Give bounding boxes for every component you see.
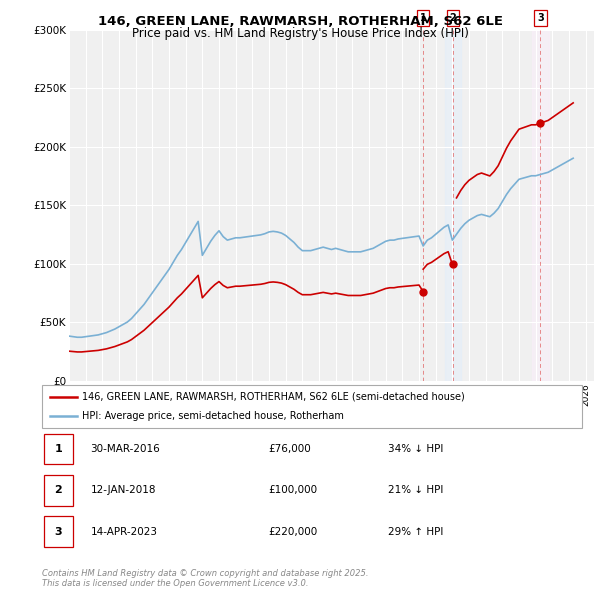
FancyBboxPatch shape xyxy=(44,516,73,547)
Text: 3: 3 xyxy=(55,527,62,536)
Text: 146, GREEN LANE, RAWMARSH, ROTHERHAM, S62 6LE: 146, GREEN LANE, RAWMARSH, ROTHERHAM, S6… xyxy=(97,15,503,28)
Bar xyxy=(423,30,424,381)
Text: 2: 2 xyxy=(55,486,62,495)
Text: Contains HM Land Registry data © Crown copyright and database right 2025.
This d: Contains HM Land Registry data © Crown c… xyxy=(42,569,368,588)
FancyBboxPatch shape xyxy=(42,385,582,428)
Text: Price paid vs. HM Land Registry's House Price Index (HPI): Price paid vs. HM Land Registry's House … xyxy=(131,27,469,40)
Text: £100,000: £100,000 xyxy=(269,486,318,495)
Text: 30-MAR-2016: 30-MAR-2016 xyxy=(91,444,160,454)
Text: £76,000: £76,000 xyxy=(269,444,311,454)
Text: 146, GREEN LANE, RAWMARSH, ROTHERHAM, S62 6LE (semi-detached house): 146, GREEN LANE, RAWMARSH, ROTHERHAM, S6… xyxy=(83,392,465,402)
Text: £220,000: £220,000 xyxy=(269,527,318,536)
Text: 21% ↓ HPI: 21% ↓ HPI xyxy=(388,486,443,495)
Text: 3: 3 xyxy=(537,13,544,23)
FancyBboxPatch shape xyxy=(44,434,73,464)
Bar xyxy=(445,30,461,381)
Text: 1: 1 xyxy=(55,444,62,454)
Text: 34% ↓ HPI: 34% ↓ HPI xyxy=(388,444,443,454)
Text: 2: 2 xyxy=(449,13,457,23)
Text: HPI: Average price, semi-detached house, Rotherham: HPI: Average price, semi-detached house,… xyxy=(83,411,344,421)
Text: 12-JAN-2018: 12-JAN-2018 xyxy=(91,486,156,495)
Text: 1: 1 xyxy=(420,13,427,23)
Bar xyxy=(532,30,549,381)
Text: 29% ↑ HPI: 29% ↑ HPI xyxy=(388,527,443,536)
FancyBboxPatch shape xyxy=(44,475,73,506)
Text: 14-APR-2023: 14-APR-2023 xyxy=(91,527,158,536)
